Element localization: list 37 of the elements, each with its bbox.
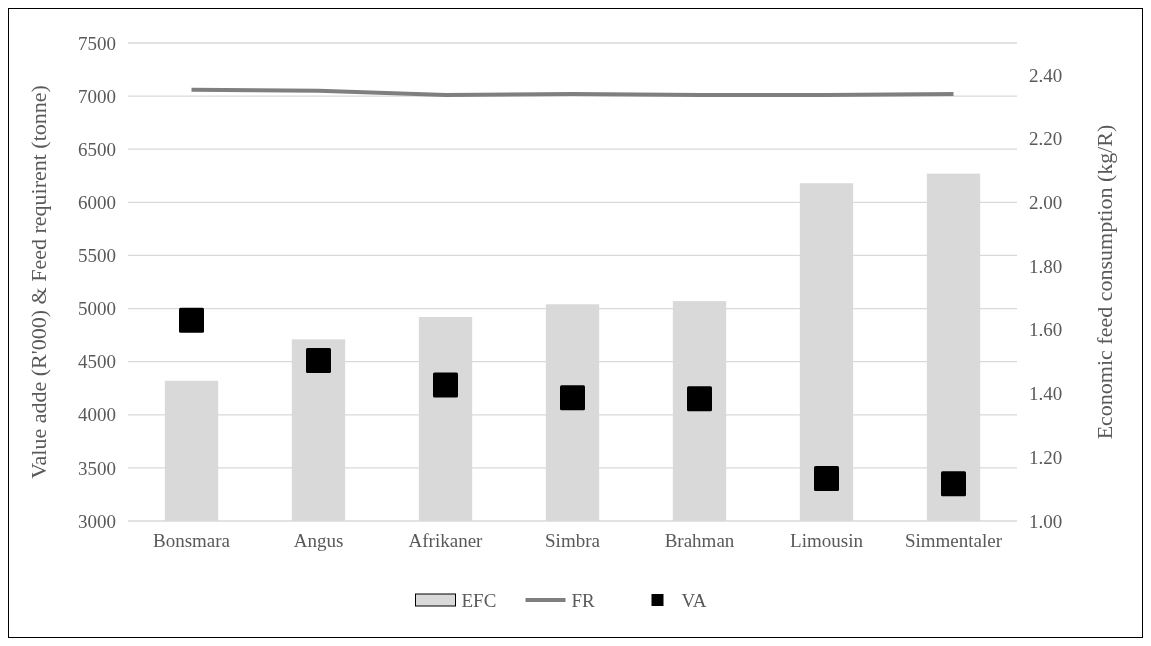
y2-tick-label: 2.00 bbox=[1029, 191, 1063, 213]
point bbox=[306, 348, 331, 374]
x-tick-label: Simbra bbox=[545, 530, 601, 551]
x-tick-label: Brahman bbox=[664, 530, 735, 551]
x-tick-label: Angus bbox=[293, 530, 344, 551]
y2-axis-title: Economic feed consumption (kg/R) bbox=[1092, 124, 1117, 440]
y-tick-label: 4000 bbox=[78, 404, 116, 426]
y-tick-label: 4500 bbox=[78, 351, 116, 373]
point bbox=[814, 466, 839, 492]
y-tick-label: 6500 bbox=[78, 138, 116, 160]
y2-tick-label: 2.20 bbox=[1029, 128, 1063, 150]
point bbox=[179, 307, 204, 333]
legend-label: VA bbox=[681, 589, 707, 611]
y-axis-title: Value adde (R'000) & Feed requirent (tonne) bbox=[26, 85, 51, 479]
y2-tick-label: 2.40 bbox=[1029, 64, 1063, 86]
y-tick-label: 5000 bbox=[78, 298, 116, 320]
y-tick-label: 6000 bbox=[78, 191, 116, 213]
legend-label: FR bbox=[571, 589, 596, 611]
x-tick-label: Simmentaler bbox=[904, 530, 1003, 551]
y-tick-label: 3000 bbox=[78, 510, 116, 532]
y-tick-label: 3500 bbox=[78, 457, 116, 479]
x-tick-label: Afrikaner bbox=[408, 530, 484, 551]
point bbox=[433, 372, 458, 398]
x-tick-label: Bonsmara bbox=[152, 530, 231, 551]
y-tick-label: 7000 bbox=[78, 85, 116, 107]
y2-tick-label: 1.80 bbox=[1029, 255, 1063, 277]
y-tick-label: 7500 bbox=[78, 32, 116, 54]
point bbox=[560, 385, 585, 411]
x-tick-label: Limousin bbox=[790, 530, 864, 551]
y-tick-label: 5500 bbox=[78, 245, 116, 267]
y2-tick-label: 1.60 bbox=[1029, 319, 1063, 341]
point bbox=[687, 386, 712, 412]
y2-tick-label: 1.40 bbox=[1029, 383, 1063, 405]
legend-label: EFC bbox=[461, 589, 497, 611]
point bbox=[941, 471, 966, 497]
y2-tick-label: 1.20 bbox=[1029, 446, 1063, 468]
y2-tick-label: 1.00 bbox=[1029, 510, 1063, 532]
